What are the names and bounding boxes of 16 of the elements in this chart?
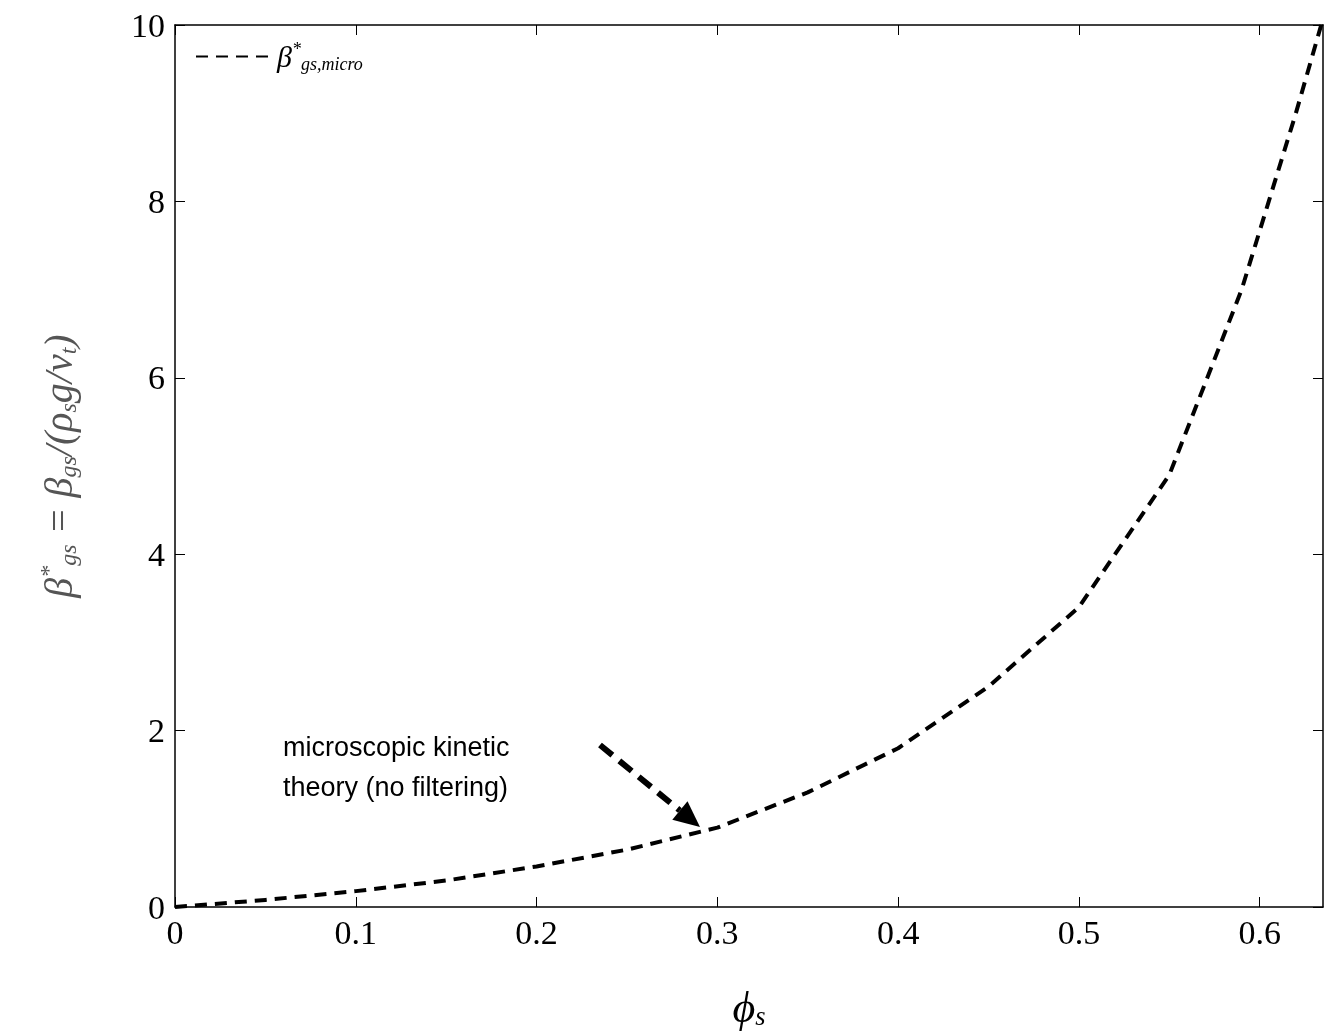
- x-tick-label: 0.4: [876, 913, 920, 951]
- text: β*gs = βgs/(ρsg/vt): [35, 334, 81, 598]
- y-tick-label: 2: [148, 712, 165, 750]
- y-tick-label: 8: [148, 182, 165, 220]
- annotation: microscopic kinetic theory (no filtering): [283, 732, 518, 802]
- y-tick-label: 0: [148, 888, 165, 926]
- y-tick-label: 4: [148, 535, 165, 573]
- x-tick-label: 0.1: [334, 913, 378, 951]
- x-tick-label: 0.6: [1238, 913, 1281, 951]
- y-tick-label: 10: [131, 6, 165, 44]
- x-tick-label: 0.2: [515, 913, 558, 951]
- x-axis-title: ϕs: [732, 982, 766, 1032]
- x-tick-label: 0.5: [1057, 913, 1101, 951]
- legend-label: β*gs,micro: [276, 39, 363, 74]
- y-tick-label: 6: [148, 359, 165, 397]
- x-tick-label: 0.3: [696, 913, 739, 951]
